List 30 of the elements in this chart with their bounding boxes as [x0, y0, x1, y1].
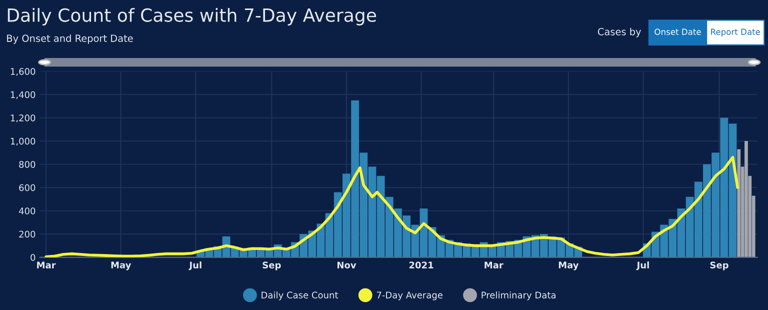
- y-tick-label: 400: [18, 208, 36, 214]
- y-tick-label: 200: [19, 230, 36, 238]
- x-tick-label: May: [558, 262, 579, 270]
- text: Cases by: [598, 28, 641, 38]
- legend-label: Daily Case Count: [262, 291, 338, 300]
- y-tick-label: 1,400: [10, 91, 36, 100]
- legend-label: 7-Day Average: [376, 292, 442, 300]
- text: Onset Date: [654, 28, 701, 35]
- x-tick-label: Sep: [710, 262, 728, 270]
- y-tick-label: 1,600: [10, 68, 36, 76]
- text: Report Date: [711, 28, 760, 37]
- line-series: [44, 156, 740, 258]
- x-tick-label: Nov: [337, 262, 356, 268]
- x-tick-label: Mar: [37, 262, 56, 268]
- bar: [737, 149, 741, 258]
- y-tick-label: 1,200: [10, 114, 36, 122]
- chart-title: Daily Count of Cases with 7-Day Average: [8, 8, 376, 26]
- chart-subtitle: By Onset and Report Date: [7, 34, 133, 44]
- x-tick-label: Sep: [262, 262, 281, 270]
- x-tick-label: Jul: [636, 261, 649, 270]
- x-tick-label: Mar: [484, 262, 504, 268]
- y-tick-label: 800: [19, 161, 36, 168]
- y-tick-label: 1,000: [10, 138, 36, 146]
- legend-label: Preliminary Data: [482, 291, 556, 300]
- y-tick-label: 0: [30, 254, 36, 261]
- y-tick-label: 600: [19, 184, 36, 192]
- x-tick-label: Jul: [188, 261, 202, 270]
- bar: [744, 141, 748, 258]
- x-tick-label: May: [111, 262, 132, 270]
- x-tick-label: 2021: [409, 262, 434, 268]
